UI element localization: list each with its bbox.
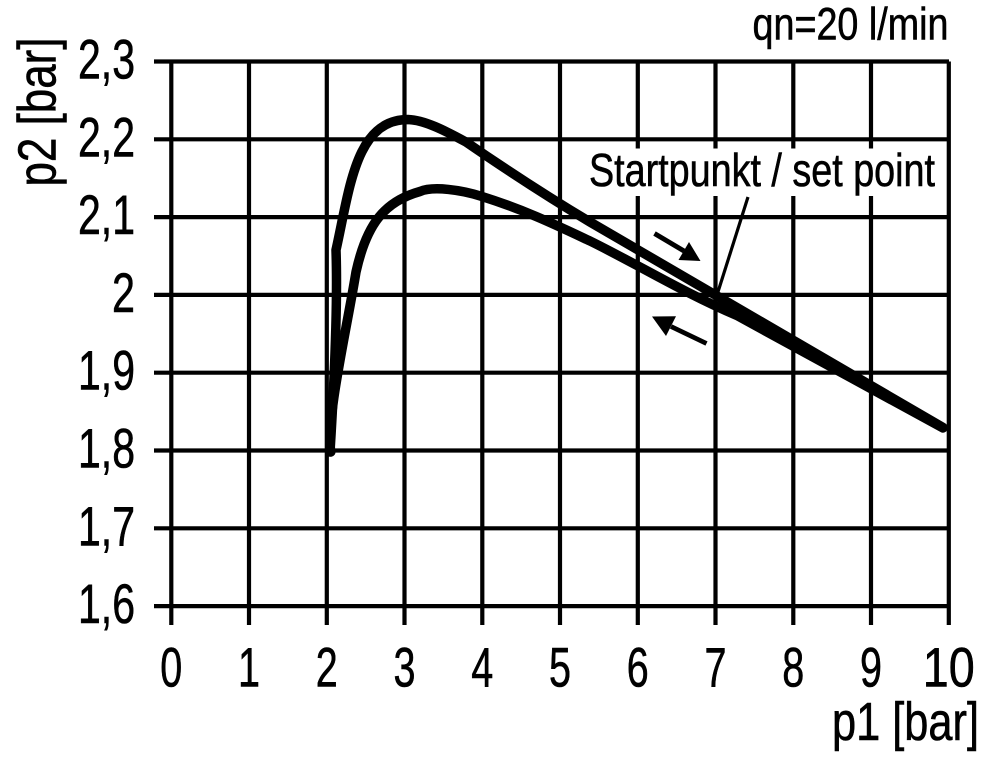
svg-text:2,3: 2,3 <box>78 29 135 91</box>
svg-text:5: 5 <box>549 636 571 699</box>
svg-text:0: 0 <box>160 636 182 699</box>
svg-text:p2 [bar]: p2 [bar] <box>8 38 68 187</box>
svg-text:2: 2 <box>112 262 135 324</box>
svg-text:9: 9 <box>860 636 882 699</box>
svg-text:8: 8 <box>782 636 804 699</box>
svg-text:3: 3 <box>394 636 416 699</box>
svg-text:p1 [bar]: p1 [bar] <box>832 692 979 752</box>
svg-text:1,7: 1,7 <box>78 495 135 557</box>
svg-text:1: 1 <box>238 636 260 699</box>
svg-text:6: 6 <box>627 636 649 699</box>
svg-text:2,2: 2,2 <box>78 106 135 168</box>
svg-text:qn=20 l/min: qn=20 l/min <box>753 0 949 50</box>
svg-text:10: 10 <box>923 636 975 699</box>
svg-text:1,9: 1,9 <box>78 340 135 402</box>
svg-text:Startpunkt / set point: Startpunkt / set point <box>589 144 935 196</box>
svg-text:1,8: 1,8 <box>78 418 135 480</box>
svg-text:1,6: 1,6 <box>78 573 135 635</box>
svg-text:4: 4 <box>471 636 493 699</box>
svg-text:2,1: 2,1 <box>78 184 135 246</box>
svg-text:7: 7 <box>705 636 727 699</box>
svg-text:2: 2 <box>316 636 338 699</box>
